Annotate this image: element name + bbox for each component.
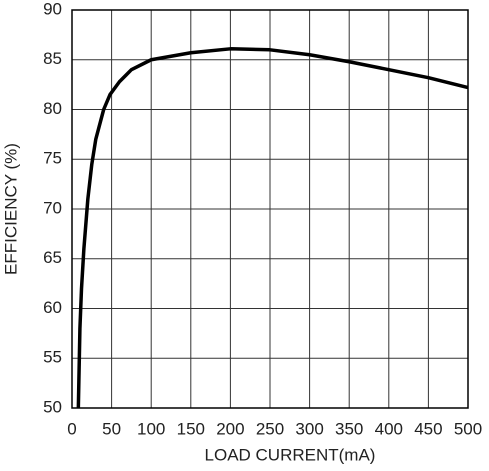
y-tick-label: 70: [43, 198, 62, 217]
y-tick-label: 50: [43, 397, 62, 416]
x-tick-label: 400: [375, 419, 403, 438]
data-line: [76, 47, 469, 409]
x-axis-label: LOAD CURRENT(mA): [205, 445, 376, 464]
x-tick-label: 250: [256, 419, 284, 438]
x-tick-label: 450: [414, 419, 442, 438]
x-tick-label: 100: [137, 419, 165, 438]
y-tick-label: 75: [43, 149, 62, 168]
x-tick-label: 0: [67, 419, 76, 438]
x-tick-label: 350: [335, 419, 363, 438]
x-tick-label: 150: [177, 419, 205, 438]
y-tick-label: 60: [43, 298, 62, 317]
y-tick-label: 90: [43, 0, 62, 18]
y-tick-label: 55: [43, 348, 62, 367]
y-tick-label: 80: [43, 99, 62, 118]
plot-frame: [71, 9, 469, 409]
x-tick-label: 200: [216, 419, 244, 438]
x-tick-label: 50: [102, 419, 121, 438]
y-tick-label: 65: [43, 248, 62, 267]
y-tick-label: 85: [43, 49, 62, 68]
y-axis-label: EFFICIENCY (%): [1, 143, 20, 275]
x-tick-label: 300: [295, 419, 323, 438]
x-tick-label: 500: [454, 419, 482, 438]
